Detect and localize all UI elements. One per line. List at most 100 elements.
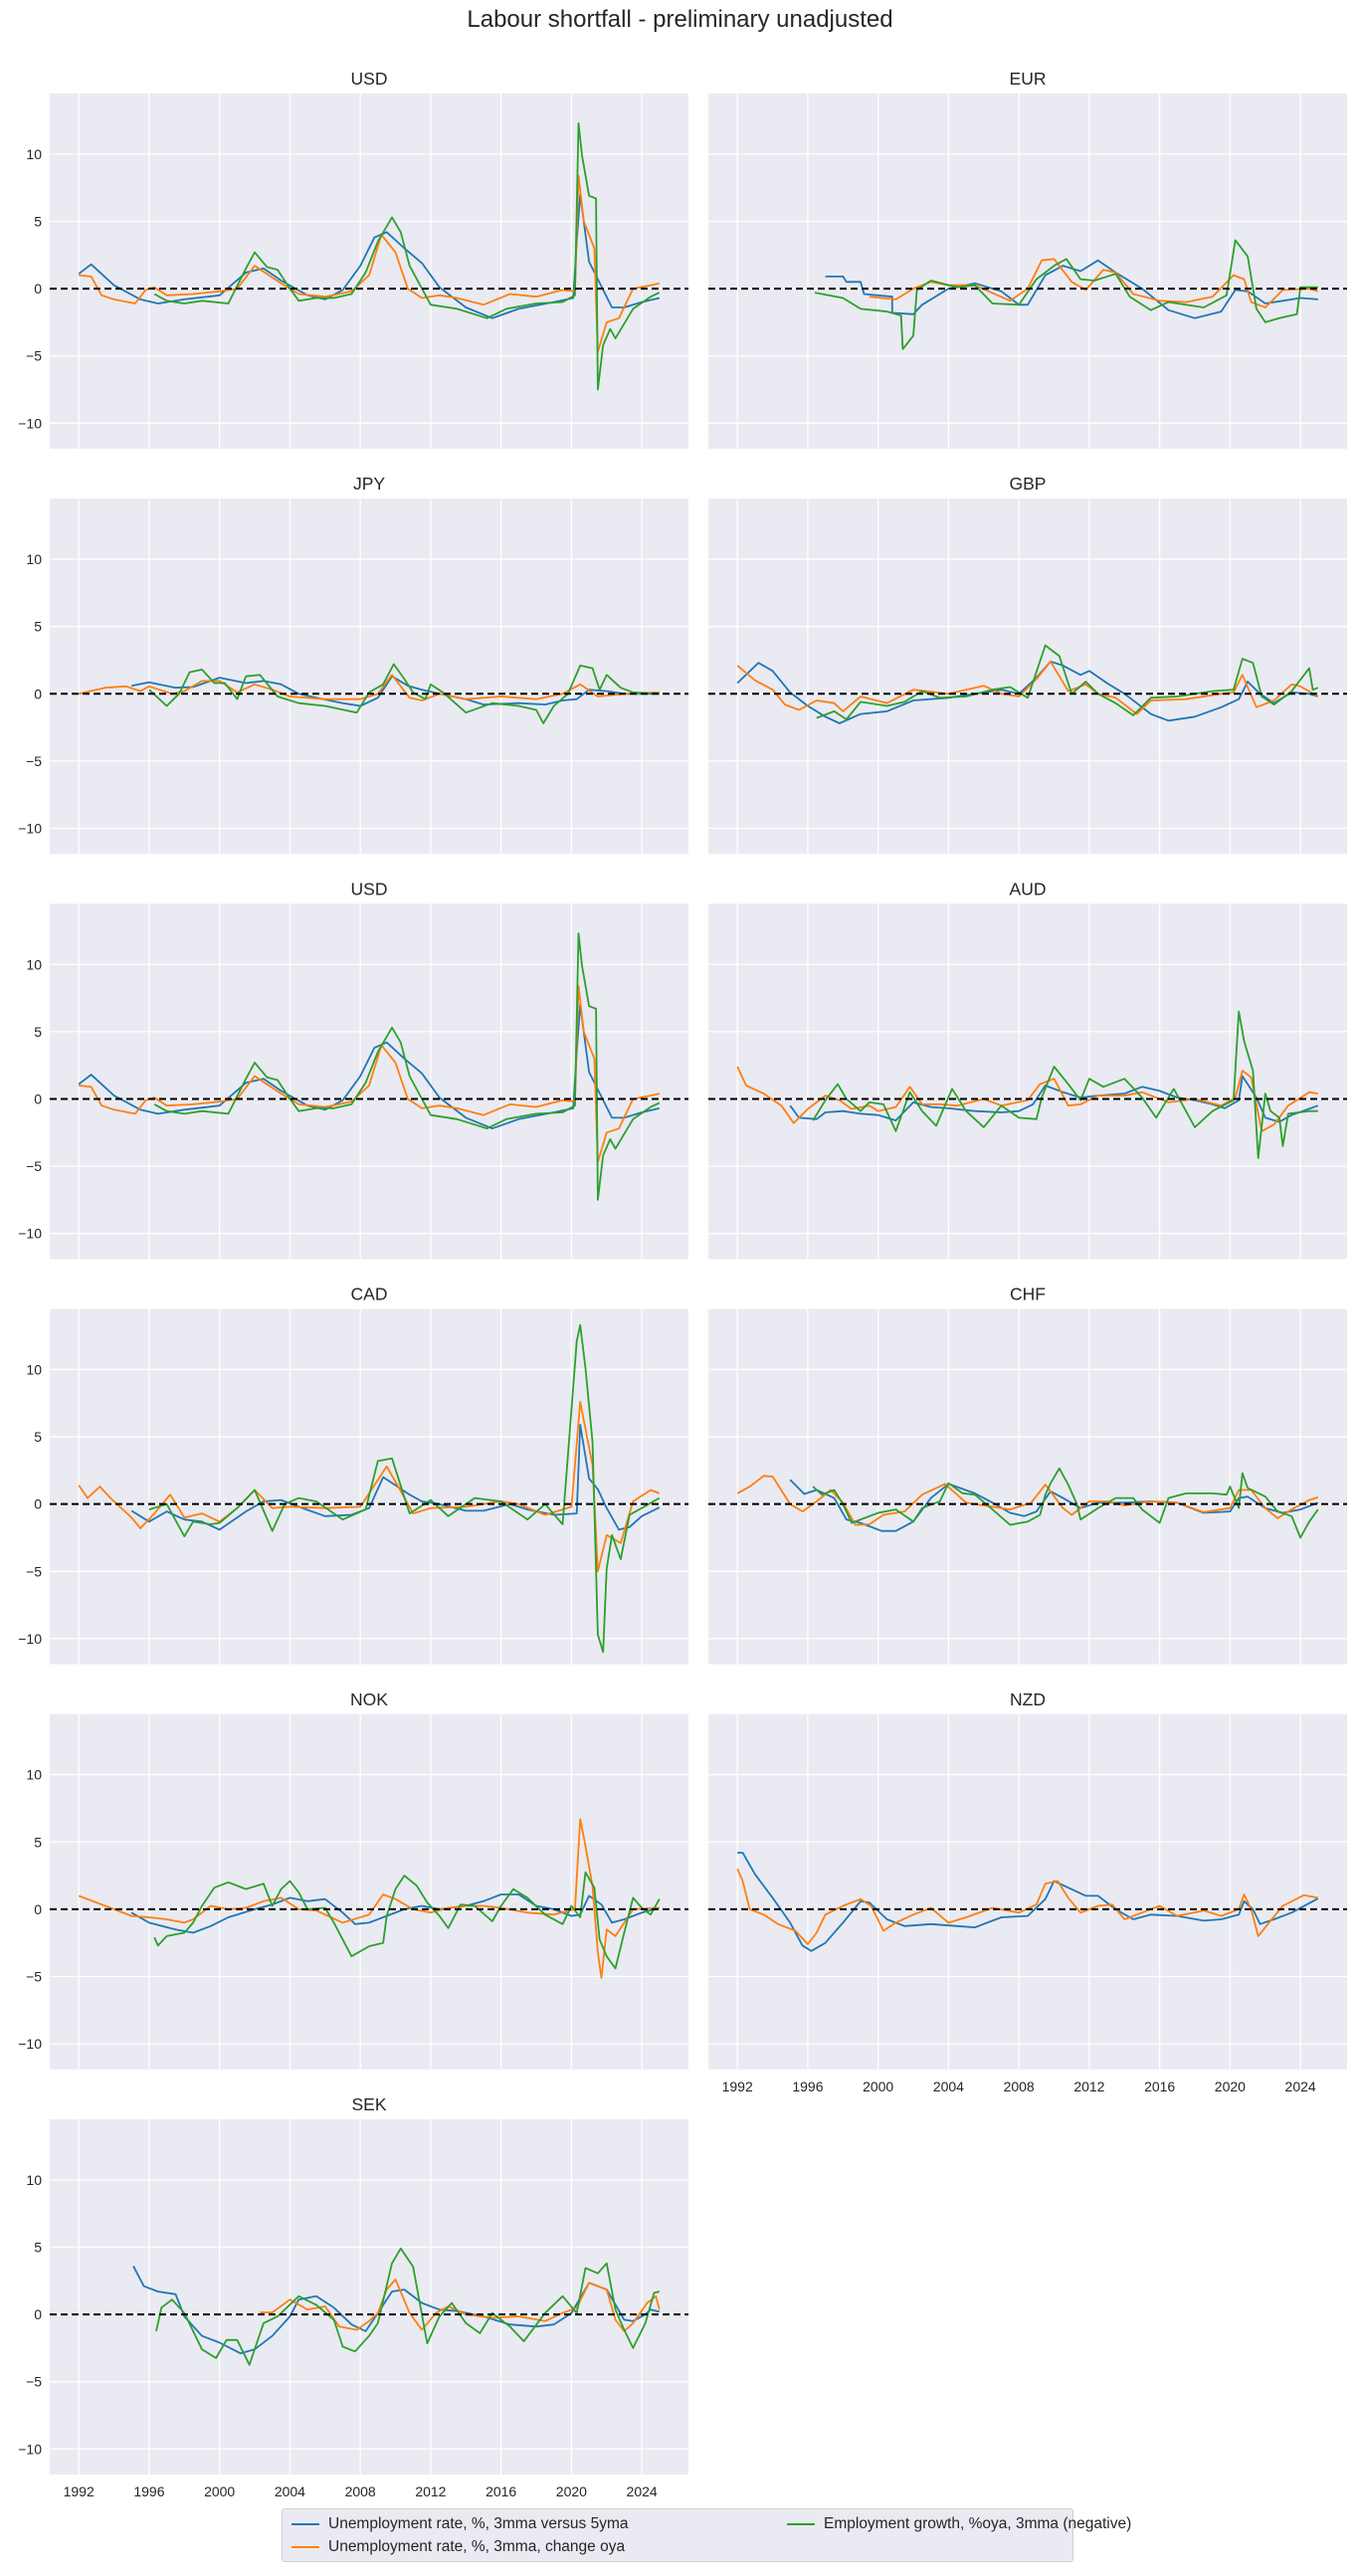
series-line-unemployment-change-oya (79, 174, 660, 353)
plot-background (50, 498, 688, 855)
plot-background (50, 94, 688, 449)
x-tick-label: 2024 (627, 2483, 658, 2499)
y-tick-label: 5 (34, 1429, 42, 1445)
legend-item-unemployment-change-oya: Unemployment rate, %, 3mma, change oya (291, 2538, 625, 2556)
y-tick-label: −5 (26, 1563, 42, 1579)
legend-label: Unemployment rate, %, 3mma, change oya (328, 2538, 626, 2555)
subplot-usd: USD −10 −5 0 5 10 (18, 879, 688, 1260)
y-tick-label: 0 (34, 686, 42, 701)
subplot-sek: SEK −10 −5 0 5 10 1992 1996 2000 2004 2008 2012 2016… (18, 2094, 688, 2499)
plot-background (708, 903, 1347, 1260)
subplot-title: SEK (351, 2094, 386, 2114)
y-tick-label: −5 (26, 348, 42, 364)
y-tick-label: 10 (26, 551, 42, 567)
plot-background (50, 1308, 688, 1665)
y-tick-label: −5 (26, 2374, 42, 2390)
series-line-employment-growth (812, 1467, 1319, 1539)
x-tick-label: 2008 (1004, 2079, 1035, 2094)
plot-background (708, 498, 1347, 855)
y-tick-label: 0 (34, 1901, 42, 1917)
series-line-unemployment-vs-5yma (789, 1479, 1319, 1532)
y-tick-label: −5 (26, 753, 42, 769)
series-line-employment-growth (153, 121, 661, 391)
subplot-nzd: NZD 1992 1996 2000 2004 2008 2012 2016 2020 2024 (708, 1689, 1347, 2094)
y-tick-label: 10 (26, 2172, 42, 2188)
subplot-eur: EUR (708, 69, 1347, 449)
plot-background (50, 1713, 688, 2070)
series-line-unemployment-vs-5yma (78, 1003, 661, 1130)
series-line-unemployment-vs-5yma (737, 1852, 1319, 1952)
legend-item-unemployment-vs-5yma: Unemployment rate, %, 3mma versus 5yma (291, 2515, 629, 2533)
subplot-title: JPY (353, 474, 385, 494)
subplot-title: EUR (1010, 69, 1047, 89)
legend-label: Unemployment rate, %, 3mma versus 5yma (328, 2515, 629, 2532)
legend-swatch-orange (291, 2546, 319, 2548)
x-tick-label: 2020 (556, 2483, 587, 2499)
y-tick-label: 5 (34, 2239, 42, 2255)
series-line-unemployment-vs-5yma (130, 1893, 661, 1934)
subplot-title: GBP (1010, 474, 1047, 494)
y-tick-label: 10 (26, 1767, 42, 1783)
y-tick-label: 5 (34, 1834, 42, 1850)
figure-title: Labour shortfall - preliminary unadjuste… (467, 6, 893, 33)
y-tick-label: 10 (26, 956, 42, 972)
x-tick-label: 2020 (1215, 2079, 1246, 2094)
plot-background (708, 1713, 1347, 2070)
legend-swatch-blue (291, 2523, 319, 2525)
series-line-unemployment-vs-5yma (78, 193, 661, 319)
subplot-title: CAD (351, 1285, 388, 1304)
y-tick-label: 5 (34, 213, 42, 229)
subplot-jpy: JPY −10 −5 0 5 10 (18, 474, 688, 855)
subplot-usd: USD −10 −5 0 5 10 (18, 69, 688, 449)
y-tick-label: −5 (26, 1968, 42, 1984)
x-tick-label: 2024 (1285, 2079, 1316, 2094)
series-line-employment-growth (155, 2247, 661, 2366)
plot-background (708, 1308, 1347, 1665)
subplot-cad: CAD −10 −5 0 5 10 (18, 1285, 688, 1665)
x-tick-label: 1992 (722, 2079, 753, 2094)
series-line-employment-growth (816, 644, 1319, 720)
y-tick-label: −10 (18, 415, 42, 431)
series-line-employment-growth (153, 932, 661, 1201)
y-tick-label: −10 (18, 1226, 42, 1242)
subplot-aud: AUD (708, 879, 1347, 1260)
subplot-title: USD (351, 69, 388, 89)
series-line-employment-growth (148, 663, 660, 724)
series-line-unemployment-change-oya (736, 660, 1319, 715)
y-tick-label: 5 (34, 619, 42, 635)
series-line-unemployment-change-oya (79, 985, 660, 1163)
x-tick-label: 2016 (486, 2483, 516, 2499)
x-tick-label: 2012 (415, 2483, 446, 2499)
legend-label: Employment growth, %oya, 3mma (negative) (824, 2515, 1132, 2532)
y-tick-label: 0 (34, 2306, 42, 2322)
series-line-unemployment-vs-5yma (825, 259, 1318, 319)
x-tick-label: 1996 (792, 2079, 823, 2094)
y-tick-label: −5 (26, 1158, 42, 1174)
plot-background (50, 2119, 688, 2475)
series-line-unemployment-vs-5yma (789, 1075, 1319, 1123)
y-tick-label: 5 (34, 1024, 42, 1040)
subplot-nok: NOK −10 −5 0 5 10 (18, 1689, 688, 2070)
x-tick-label: 2008 (345, 2483, 376, 2499)
y-tick-label: 0 (34, 281, 42, 297)
y-tick-label: 0 (34, 1090, 42, 1106)
y-tick-label: 10 (26, 146, 42, 162)
series-line-employment-growth (814, 239, 1318, 350)
y-tick-label: −10 (18, 2036, 42, 2052)
series-line-unemployment-change-oya (736, 1868, 1318, 1945)
y-tick-label: −10 (18, 2441, 42, 2457)
series-line-unemployment-change-oya (78, 674, 660, 701)
series-line-employment-growth (812, 1010, 1318, 1159)
y-tick-label: −10 (18, 821, 42, 837)
series-line-unemployment-vs-5yma (130, 1424, 661, 1531)
y-tick-label: 10 (26, 1361, 42, 1377)
series-line-employment-growth (148, 1323, 661, 1654)
x-tick-label: 2016 (1144, 2079, 1175, 2094)
legend: Unemployment rate, %, 3mma versus 5yma U… (282, 2508, 1131, 2562)
subplot-title: NZD (1010, 1689, 1046, 1709)
series-line-employment-growth (153, 1871, 661, 1970)
x-tick-label: 1996 (133, 2483, 164, 2499)
x-tick-label: 1992 (64, 2483, 95, 2499)
subplot-title: NOK (350, 1689, 388, 1709)
